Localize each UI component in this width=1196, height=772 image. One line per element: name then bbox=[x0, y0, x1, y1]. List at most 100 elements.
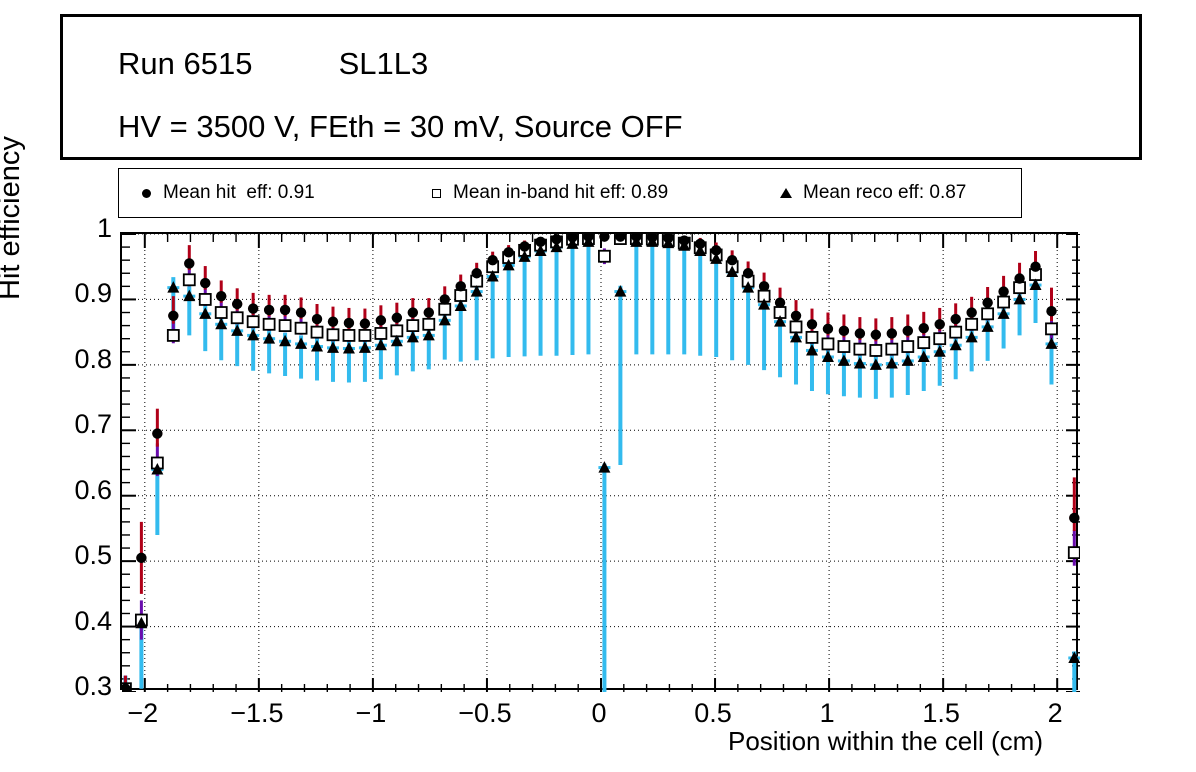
x-tick-label: −2 bbox=[127, 698, 159, 728]
data-point-filled-triangle bbox=[774, 315, 787, 327]
y-tick-label: 0.9 bbox=[74, 278, 112, 309]
filled-triangle-icon bbox=[769, 188, 803, 198]
open-square-icon bbox=[419, 188, 453, 198]
data-point-filled-circle bbox=[902, 325, 913, 337]
data-point-filled-triangle bbox=[837, 354, 850, 366]
y-tick-label: 1 bbox=[96, 213, 112, 243]
data-point-filled-triangle bbox=[326, 341, 339, 353]
data-point-open-square bbox=[294, 321, 308, 335]
data-point-filled-triangle bbox=[502, 258, 515, 271]
data-point-open-square bbox=[182, 273, 196, 287]
data-point-filled-circle bbox=[184, 258, 195, 269]
data-point-filled-circle bbox=[471, 268, 482, 279]
plot-canvas bbox=[122, 234, 1080, 692]
data-point-filled-circle bbox=[695, 238, 706, 250]
data-point-open-square bbox=[901, 340, 915, 353]
data-point-filled-circle bbox=[279, 304, 291, 316]
legend-entry-hit-eff: Mean hit eff: 0.91 bbox=[129, 169, 315, 217]
x-axis-title: Position within the cell (cm) bbox=[728, 726, 1043, 756]
data-point-filled-triangle bbox=[805, 343, 818, 356]
legend-entry-reco-eff: Mean reco eff: 0.87 bbox=[769, 169, 966, 217]
data-point-filled-triangle bbox=[1045, 337, 1058, 349]
title-settings-line: HV = 3500 V, FEth = 30 mV, Source OFF bbox=[118, 109, 683, 144]
data-point-filled-circle bbox=[327, 316, 339, 327]
data-point-filled-triangle bbox=[263, 332, 276, 344]
data-point-filled-circle bbox=[774, 297, 786, 308]
data-point-open-square bbox=[885, 342, 899, 356]
data-point-open-square bbox=[869, 344, 883, 357]
data-point-open-square bbox=[310, 325, 324, 339]
data-point-filled-triangle bbox=[710, 252, 723, 264]
data-point-open-square bbox=[805, 330, 819, 344]
filled-circle-icon bbox=[129, 188, 163, 198]
data-point-filled-triangle bbox=[758, 298, 771, 310]
data-point-filled-triangle bbox=[215, 317, 228, 330]
data-point-filled-triangle bbox=[1029, 278, 1042, 291]
data-point-filled-circle bbox=[647, 234, 658, 243]
data-point-filled-triangle bbox=[869, 358, 882, 370]
data-point-filled-circle bbox=[263, 304, 275, 316]
data-point-filled-circle bbox=[966, 307, 977, 318]
title-box: Run 6515 SL1L3 HV = 3500 V, FEth = 30 mV… bbox=[60, 14, 1142, 160]
y-axis-title: Hit efficiency bbox=[0, 136, 26, 300]
data-point-filled-circle bbox=[599, 234, 610, 242]
data-point-filled-circle bbox=[136, 552, 147, 564]
data-point-filled-triangle bbox=[790, 330, 803, 343]
data-point-open-square bbox=[933, 332, 947, 346]
data-point-filled-triangle bbox=[726, 265, 739, 277]
data-point-filled-circle bbox=[710, 245, 722, 256]
data-point-open-square bbox=[981, 307, 995, 321]
data-point-filled-triangle bbox=[167, 281, 180, 293]
data-point-filled-circle bbox=[1030, 261, 1041, 272]
data-point-filled-triangle bbox=[518, 250, 531, 262]
data-point-open-square bbox=[358, 329, 372, 342]
data-point-filled-circle bbox=[487, 254, 498, 266]
data-point-filled-triangle bbox=[598, 461, 611, 473]
data-point-filled-circle bbox=[567, 234, 578, 243]
data-point-filled-circle bbox=[375, 315, 387, 326]
data-point-filled-circle bbox=[152, 428, 163, 439]
data-point-open-square bbox=[262, 317, 276, 331]
data-point-filled-circle bbox=[742, 268, 754, 279]
data-point-filled-circle bbox=[535, 236, 546, 248]
data-point-filled-triangle bbox=[853, 357, 866, 369]
data-point-filled-triangle bbox=[454, 299, 467, 311]
data-point-filled-triangle bbox=[151, 463, 164, 475]
y-tick-label: 0.4 bbox=[74, 605, 112, 636]
data-point-filled-circle bbox=[455, 281, 466, 292]
data-point-filled-triangle bbox=[885, 357, 898, 369]
data-point-open-square bbox=[853, 342, 867, 356]
data-point-open-square bbox=[821, 337, 835, 351]
y-tick-label: 0.8 bbox=[74, 343, 112, 374]
x-tick-label: −1.5 bbox=[230, 698, 284, 728]
data-point-filled-triangle bbox=[438, 313, 451, 326]
data-point-filled-circle bbox=[439, 294, 450, 305]
data-point-filled-triangle bbox=[199, 307, 212, 319]
data-point-open-square bbox=[1067, 546, 1080, 560]
x-tick-label: 2 bbox=[1047, 698, 1063, 728]
data-point-filled-circle bbox=[247, 303, 259, 314]
x-tick-label: 0.5 bbox=[694, 698, 732, 728]
data-point-filled-triangle bbox=[374, 338, 387, 351]
data-point-filled-circle bbox=[950, 313, 961, 325]
data-point-filled-circle bbox=[583, 234, 594, 242]
data-point-filled-circle bbox=[726, 254, 738, 266]
data-point-filled-triangle bbox=[358, 341, 371, 353]
data-point-filled-circle bbox=[838, 325, 850, 337]
data-point-filled-circle bbox=[168, 310, 179, 321]
data-point-filled-triangle bbox=[311, 340, 324, 352]
y-tick-label: 0.3 bbox=[74, 671, 112, 701]
data-point-filled-circle bbox=[216, 290, 227, 302]
data-point-filled-circle bbox=[423, 307, 434, 318]
data-point-filled-triangle bbox=[965, 330, 978, 343]
data-point-filled-triangle bbox=[1068, 651, 1080, 663]
data-point-filled-circle bbox=[806, 319, 818, 330]
data-point-filled-triangle bbox=[933, 345, 946, 357]
y-tick-label: 0.6 bbox=[74, 474, 112, 505]
legend-label-reco-eff: Mean reco eff: 0.87 bbox=[803, 182, 967, 203]
data-point-open-square bbox=[278, 319, 292, 332]
data-point-open-square bbox=[917, 336, 931, 350]
data-point-filled-triangle bbox=[1013, 292, 1026, 305]
data-point-filled-circle bbox=[790, 310, 802, 321]
